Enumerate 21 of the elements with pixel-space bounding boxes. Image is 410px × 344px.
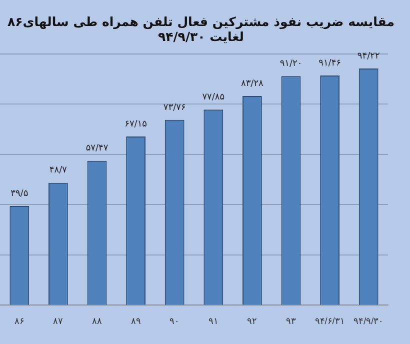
data-label: ۹۴/۲۲ bbox=[357, 51, 380, 62]
data-label: ۳۹/۵ bbox=[10, 188, 28, 199]
x-tick-label: ۸۹ bbox=[130, 316, 141, 326]
x-tick-label: ۹۳ bbox=[286, 316, 296, 326]
data-label: ۹۱/۲۰ bbox=[280, 58, 302, 69]
x-tick-label: ۹۱ bbox=[208, 316, 218, 326]
x-tick-label: ۸۸ bbox=[92, 316, 102, 326]
x-tick-label: ۹۴/۹/۳۰ bbox=[354, 316, 384, 326]
data-label: ۷۳/۷۶ bbox=[163, 102, 186, 113]
x-tick-label: ۹۴/۶/۳۱ bbox=[314, 316, 345, 326]
chart-title: مقایسه ضریب نفوذ مشترکین فعال تلفن همراه طی سالهای۸۶ لغایت ۹۴/۹/۳۰ bbox=[6, 14, 396, 44]
data-label: ۶۷/۱۵ bbox=[124, 119, 148, 130]
data-label: ۹۱/۴۶ bbox=[318, 58, 342, 68]
data-label: ۵۷/۴۷ bbox=[86, 144, 108, 154]
x-tick-label: ۸۷ bbox=[53, 316, 64, 326]
x-tick-label: ۹۲ bbox=[247, 316, 258, 326]
data-label: ۴۸/۷ bbox=[49, 166, 68, 176]
data-label: ۷۷/۸۵ bbox=[202, 92, 225, 102]
data-label: ۸۳/۲۸ bbox=[241, 78, 264, 89]
x-tick-label: ۹۰ bbox=[170, 316, 180, 326]
x-tick-label: ۸۶ bbox=[14, 316, 24, 326]
